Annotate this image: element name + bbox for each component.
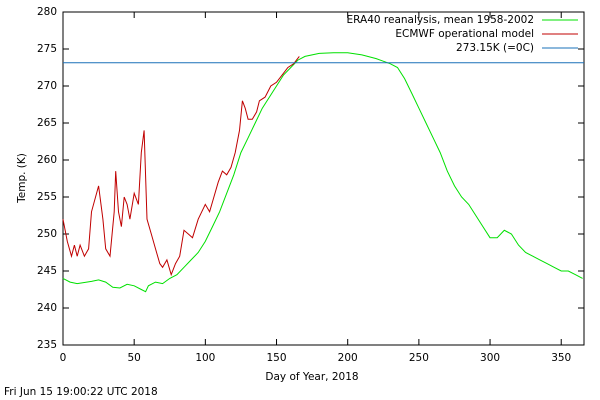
x-tick-label: 100 xyxy=(195,352,215,364)
x-tick-label: 0 xyxy=(60,352,67,364)
y-tick-label: 250 xyxy=(37,228,57,240)
data-line xyxy=(62,52,583,293)
y-tick-label: 240 xyxy=(37,302,57,314)
plot-frame xyxy=(62,11,585,346)
y-tick-label: 245 xyxy=(37,265,57,277)
x-axis-label: Day of Year, 2018 xyxy=(265,371,358,383)
y-tick-label: 255 xyxy=(37,191,57,203)
data-line xyxy=(62,56,300,277)
y-tick-label: 265 xyxy=(37,117,57,129)
legend-label: ECMWF operational model xyxy=(395,28,534,40)
y-tick-label: 235 xyxy=(37,339,57,351)
x-tick-label: 250 xyxy=(409,352,429,364)
footer: Fri Jun 15 19:00:22 UTC 2018 xyxy=(4,386,158,398)
y-tick-label: 280 xyxy=(37,6,57,18)
x-tick-label: 350 xyxy=(551,352,571,364)
y-tick-label: 275 xyxy=(37,43,57,55)
x-tick-label: 150 xyxy=(267,352,287,364)
legend-label: 273.15K (=0C) xyxy=(456,42,534,54)
y-tick-label: 260 xyxy=(37,154,57,166)
y-tick-label: 270 xyxy=(37,80,57,92)
legend-label: ERA40 reanalysis, mean 1958-2002 xyxy=(347,14,534,26)
x-tick-label: 300 xyxy=(480,352,500,364)
x-tick-label: 50 xyxy=(127,352,140,364)
x-tick-label: 200 xyxy=(338,352,358,364)
y-axis-label: Temp. (K) xyxy=(16,153,28,204)
